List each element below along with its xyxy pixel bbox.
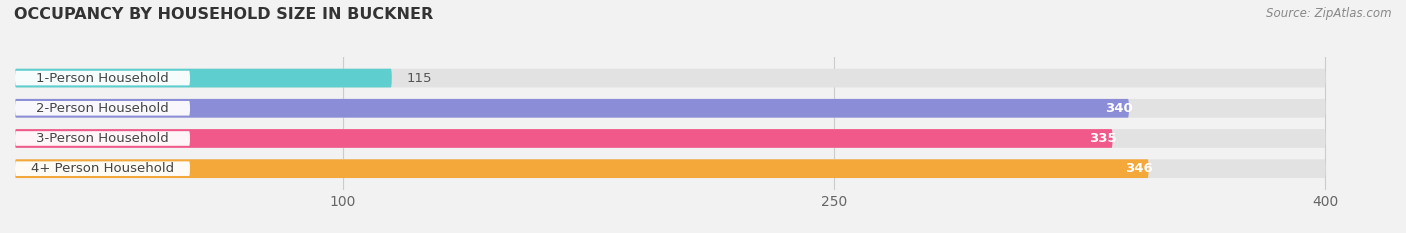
Text: 346: 346 [1125, 162, 1153, 175]
FancyBboxPatch shape [15, 99, 1129, 118]
Text: 115: 115 [406, 72, 432, 85]
FancyBboxPatch shape [15, 71, 190, 85]
Text: OCCUPANCY BY HOUSEHOLD SIZE IN BUCKNER: OCCUPANCY BY HOUSEHOLD SIZE IN BUCKNER [14, 7, 433, 22]
FancyBboxPatch shape [15, 69, 392, 87]
FancyBboxPatch shape [15, 131, 190, 146]
Text: Source: ZipAtlas.com: Source: ZipAtlas.com [1267, 7, 1392, 20]
FancyBboxPatch shape [15, 129, 1112, 148]
FancyBboxPatch shape [15, 99, 1326, 118]
Text: 1-Person Household: 1-Person Household [37, 72, 169, 85]
FancyBboxPatch shape [15, 159, 1149, 178]
FancyBboxPatch shape [15, 159, 1326, 178]
Text: 2-Person Household: 2-Person Household [37, 102, 169, 115]
Text: 340: 340 [1105, 102, 1133, 115]
FancyBboxPatch shape [15, 69, 1326, 87]
FancyBboxPatch shape [15, 161, 190, 176]
FancyBboxPatch shape [15, 129, 1326, 148]
Text: 3-Person Household: 3-Person Household [37, 132, 169, 145]
Text: 335: 335 [1088, 132, 1116, 145]
FancyBboxPatch shape [15, 101, 190, 116]
Text: 4+ Person Household: 4+ Person Household [31, 162, 174, 175]
